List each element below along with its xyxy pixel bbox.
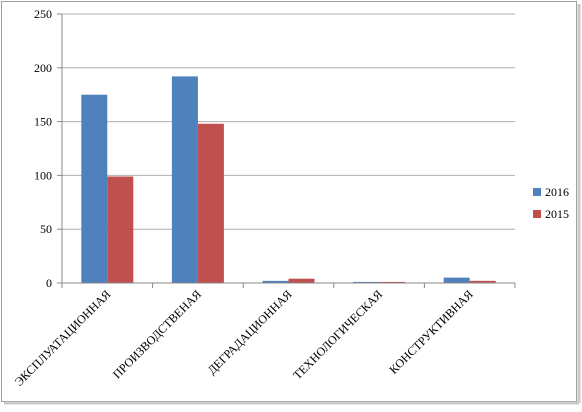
legend-swatch xyxy=(533,188,541,196)
bar xyxy=(469,280,496,283)
bar xyxy=(353,281,380,283)
bar xyxy=(171,76,198,284)
y-tick-label: 0 xyxy=(46,276,52,290)
legend-swatch xyxy=(533,210,541,218)
y-tick-label: 100 xyxy=(34,168,52,182)
y-tick-label: 200 xyxy=(34,61,52,75)
bar xyxy=(262,280,289,283)
bar xyxy=(107,176,134,283)
bar xyxy=(288,278,315,283)
legend-label: 2015 xyxy=(545,207,569,221)
bar xyxy=(379,281,406,283)
bar xyxy=(81,94,108,283)
bar xyxy=(443,277,470,283)
y-tick-label: 250 xyxy=(34,7,52,21)
y-tick-label: 150 xyxy=(34,115,52,129)
legend-label: 2016 xyxy=(545,185,569,199)
bar xyxy=(197,123,224,283)
y-tick-label: 50 xyxy=(40,222,52,236)
